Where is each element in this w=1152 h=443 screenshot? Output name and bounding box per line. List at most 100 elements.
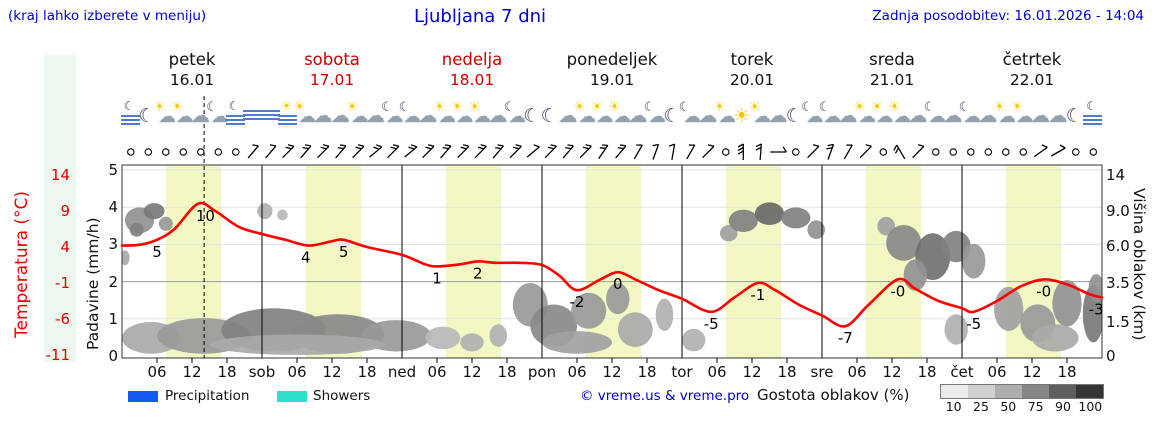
cloud-density-step-label: 50 [1000, 399, 1017, 414]
hour-ticks [156, 358, 1068, 363]
weather-icon-moon-cloud-icon: ☾ ☁ [678, 100, 701, 127]
weather-icon-sun-cloud-icon: ☀ ☁ [573, 100, 596, 127]
weather-icon-cloud-icon: ☁ [313, 105, 333, 127]
precip-tick-label: 5 [108, 161, 118, 179]
day-abbr-label: pon [527, 363, 557, 381]
weather-icon-sun-cloud-icon: ☀ ☁ [153, 100, 176, 127]
showers-swatch [277, 391, 307, 402]
hour-label: 18 [357, 363, 377, 381]
day-abbr-label: ned [387, 363, 417, 381]
temp-scale-background [44, 55, 76, 362]
hour-label: 12 [462, 363, 482, 381]
weather-icon-moon-icon: ☾ [663, 105, 681, 127]
weather-icon-fog-moon-icon: ☾ [119, 100, 143, 132]
menu-hint: (kraj lahko izberete v meniju) [8, 8, 207, 24]
hour-label: 18 [1057, 363, 1077, 381]
page-title: Ljubljana 7 dni [413, 6, 547, 27]
weather-icon-cloud-icon: ☁ [698, 105, 718, 127]
weather-icon-moon-cloud-icon: ☾ ☁ [923, 100, 946, 127]
fog-lines-icon [278, 115, 298, 127]
svg-text:10: 10 [196, 207, 215, 225]
weather-icon-moon-icon: ☾ [785, 105, 803, 127]
day-name: torek [730, 50, 774, 69]
day-abbr-label: čet [950, 363, 974, 381]
weather-icon-sun-cloud-icon: ☀ ☁ [451, 100, 474, 127]
weather-icon-cloud-icon: ☁ [978, 105, 998, 127]
fog-lines-icon [1083, 115, 1103, 127]
weather-icon-sun-cloud-icon: ☀ ☁ [591, 100, 614, 127]
weather-icon-cloud-icon: ☁ [1030, 105, 1050, 127]
precipitation-label: Precipitation [165, 388, 250, 404]
fog-lines-icon [225, 115, 245, 127]
weather-icon-cloud-icon: ☁ [558, 105, 578, 127]
cloud-density-step-label: 90 [1055, 399, 1071, 414]
weather-icon-cloud-icon: ☁ [768, 105, 788, 127]
svg-text:-0: -0 [1036, 282, 1051, 300]
weather-icon-cloud-icon: ☁ [908, 105, 928, 127]
temperature-labels: 5 10 4 5 1 2 -2 0 -5 -1 -7 -0 -5 -0 -3 [152, 207, 1103, 347]
cloud-height-tick-label: 3.5 [1106, 274, 1130, 292]
credit-link[interactable]: © vreme.us & vreme.pro [580, 388, 750, 404]
day-name: nedelja [441, 50, 503, 69]
svg-text:5: 5 [152, 243, 162, 261]
weather-icon-sun-cloud-icon: ☀ ☁ [468, 100, 491, 127]
day-header-petek: petek 16.01 [122, 50, 262, 90]
cloud-density-step [1022, 385, 1049, 398]
weather-icon-sun-cloud-icon: ☀ ☁ [853, 100, 876, 127]
cloud-height-tick-label: 1.5 [1106, 313, 1130, 331]
svg-text:1: 1 [432, 269, 442, 287]
weather-icon-fog-icon [241, 100, 265, 132]
weather-icon-sun-cloud-icon: ☀ ☁ [1011, 100, 1034, 127]
day-date: 19.01 [589, 70, 635, 89]
cloud-height-tick-label: 9.0 [1106, 202, 1130, 220]
svg-text:-7: -7 [838, 329, 853, 347]
weather-icon-moon-cloud-icon: ☾ ☁ [381, 100, 404, 127]
fog-lines-icon [243, 110, 263, 122]
weather-icon-moon-icon: ☾ [1065, 105, 1083, 127]
weather-icon-sun-cloud-icon: ☀ ☁ [346, 100, 369, 127]
day-name: sobota [304, 50, 360, 69]
temp-tick-label: 14 [50, 166, 70, 184]
last-update: Zadnja posodobitev: 16.01.2026 - 14:04 [872, 8, 1144, 24]
weather-icon-cloud-icon: ☁ [330, 105, 350, 127]
cloud-density-step [1076, 385, 1103, 398]
weather-icon-cloud-icon: ☁ [838, 105, 858, 127]
fog-lines-icon [120, 115, 140, 127]
weather-icon-cloud-icon: ☁ [1048, 105, 1068, 127]
weather-icon-moon-cloud-icon: ☾ ☁ [801, 100, 824, 127]
hour-label: 06 [567, 363, 587, 381]
weather-icon-cloud-icon: ☁ [365, 105, 385, 127]
svg-text:-5: -5 [704, 315, 719, 333]
cloud-density-step [995, 385, 1022, 398]
weather-icon-fog-moon-icon: ☾ [1081, 100, 1105, 132]
svg-text:-2: -2 [570, 293, 585, 311]
cloud-height-tick-label: 0 [1106, 347, 1116, 365]
hour-label: 18 [217, 363, 237, 381]
temp-tick-label: -6 [55, 310, 70, 328]
hour-label: 06 [427, 363, 447, 381]
cloud-density-step [941, 385, 968, 398]
temp-tick-label: -11 [45, 346, 71, 364]
hour-label: 12 [1022, 363, 1042, 381]
weather-icon-cloud-icon: ☁ [943, 105, 963, 127]
weather-icon-sun-cloud-icon: ☀ ☁ [888, 100, 911, 127]
precip-tick-label: 1 [108, 309, 118, 328]
day-date: 16.01 [169, 70, 215, 89]
weather-icon-fog-icon [259, 100, 283, 132]
hour-label: 12 [602, 363, 622, 381]
cloud-density-step [968, 385, 995, 398]
hour-label: 12 [322, 363, 342, 381]
weather-icon-moon-cloud-icon: ☾ ☁ [958, 100, 981, 127]
cloud-density-step-label: 100 [1078, 399, 1103, 414]
svg-text:4: 4 [301, 249, 311, 267]
wind-barbs-row [127, 143, 1098, 161]
day-header-sobota: sobota 17.01 [262, 50, 402, 90]
weather-icon-fog-moon-icon: ☾ [224, 100, 248, 132]
cloud-density-scale-labels: 10 25 50 75 90 100 [940, 399, 1104, 414]
weather-icon-sun-icon: ☀ [733, 105, 751, 127]
weather-icon-moon-icon: ☾ [540, 105, 558, 127]
weather-icon-sun-cloud-icon: ☀ ☁ [871, 100, 894, 127]
cloud-density-step-label: 10 [945, 399, 962, 414]
weather-icon-moon-cloud-icon: ☾ ☁ [398, 100, 421, 127]
